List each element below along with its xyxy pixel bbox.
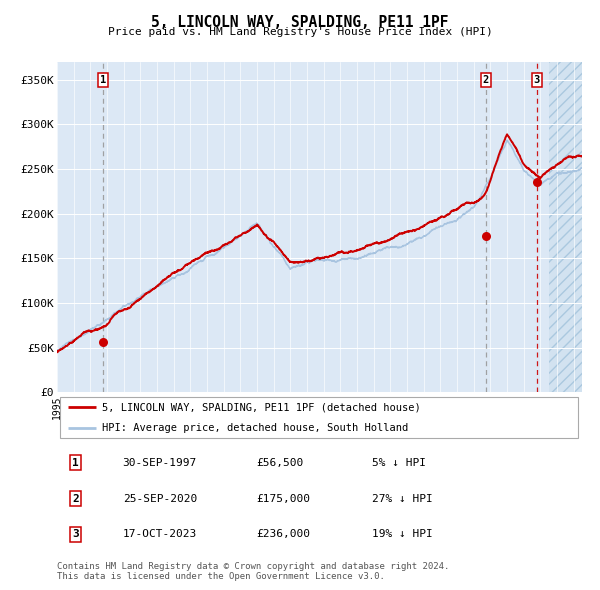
Text: 5, LINCOLN WAY, SPALDING, PE11 1PF (detached house): 5, LINCOLN WAY, SPALDING, PE11 1PF (deta… [101, 402, 421, 412]
Text: Contains HM Land Registry data © Crown copyright and database right 2024.: Contains HM Land Registry data © Crown c… [57, 562, 449, 571]
Text: 1: 1 [100, 75, 106, 85]
Text: 2: 2 [72, 494, 79, 503]
FancyBboxPatch shape [59, 397, 578, 438]
Text: 17-OCT-2023: 17-OCT-2023 [122, 529, 197, 539]
Text: 2: 2 [483, 75, 489, 85]
Text: 3: 3 [534, 75, 540, 85]
Text: 1: 1 [72, 458, 79, 468]
Text: 19% ↓ HPI: 19% ↓ HPI [372, 529, 433, 539]
Text: £175,000: £175,000 [257, 494, 311, 503]
Bar [548, 62, 599, 392]
Text: 5, LINCOLN WAY, SPALDING, PE11 1PF: 5, LINCOLN WAY, SPALDING, PE11 1PF [151, 15, 449, 30]
Bar [548, 62, 599, 392]
Text: HPI: Average price, detached house, South Holland: HPI: Average price, detached house, Sout… [101, 422, 408, 432]
Text: 5% ↓ HPI: 5% ↓ HPI [372, 458, 426, 468]
Text: This data is licensed under the Open Government Licence v3.0.: This data is licensed under the Open Gov… [57, 572, 385, 581]
Text: 30-SEP-1997: 30-SEP-1997 [122, 458, 197, 468]
Text: £56,500: £56,500 [257, 458, 304, 468]
Text: 3: 3 [72, 529, 79, 539]
Text: Price paid vs. HM Land Registry's House Price Index (HPI): Price paid vs. HM Land Registry's House … [107, 27, 493, 37]
Text: 27% ↓ HPI: 27% ↓ HPI [372, 494, 433, 503]
Text: £236,000: £236,000 [257, 529, 311, 539]
Text: 25-SEP-2020: 25-SEP-2020 [122, 494, 197, 503]
